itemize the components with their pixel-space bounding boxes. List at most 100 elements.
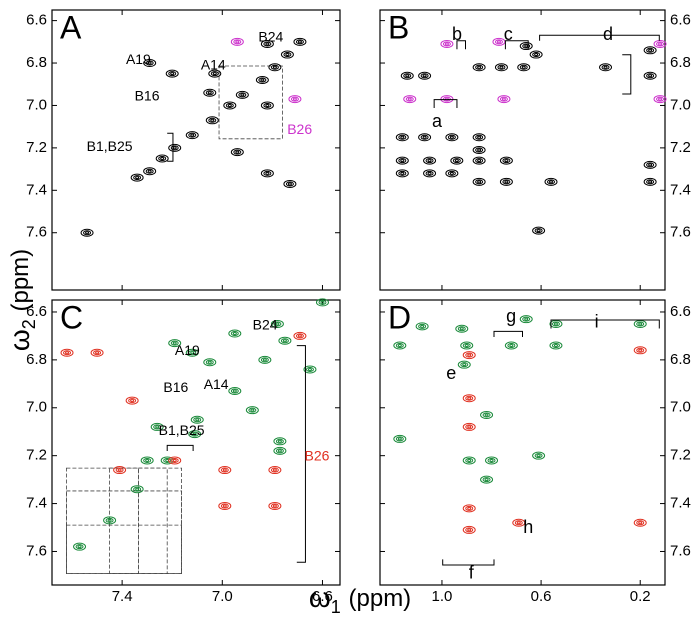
y-tick-label: 7.4 (26, 495, 47, 512)
contour (165, 69, 179, 78)
zoom-box (66, 467, 182, 574)
contour (522, 316, 531, 322)
contour (207, 360, 212, 364)
contour (551, 321, 560, 327)
contour (462, 456, 476, 465)
peak (143, 167, 157, 176)
peak (480, 475, 494, 484)
contour (653, 95, 667, 104)
contour (521, 65, 526, 69)
peak (130, 485, 144, 494)
contour (475, 64, 484, 70)
contour (638, 348, 643, 352)
contour (418, 133, 432, 142)
contour (260, 101, 274, 110)
contour (467, 396, 472, 400)
contour (275, 322, 280, 326)
peak (653, 95, 667, 104)
plot-frame (379, 299, 666, 586)
panel-label: D (388, 299, 411, 335)
annotation: A14 (204, 376, 229, 392)
contour (190, 431, 199, 437)
contour (105, 517, 114, 523)
contour (272, 504, 277, 508)
contour (460, 341, 474, 350)
contour (268, 466, 282, 475)
contour (170, 145, 179, 151)
contour (85, 231, 90, 235)
contour (648, 74, 653, 78)
annotation: A14 (201, 57, 226, 73)
contour (297, 334, 302, 338)
y-unit: (ppm) (7, 249, 34, 312)
y-tick-label: 7.0 (26, 96, 47, 113)
contour (405, 96, 414, 102)
contour (205, 116, 219, 125)
contour (205, 359, 214, 365)
contour (444, 42, 449, 46)
peak (185, 348, 199, 357)
peak (415, 322, 429, 331)
y-tick-label: 7.2 (670, 139, 691, 156)
contour (218, 466, 232, 475)
contour (278, 336, 292, 345)
contour (477, 148, 482, 152)
peak (270, 319, 284, 328)
contour (133, 175, 142, 181)
contour (415, 322, 429, 331)
bracket (550, 319, 660, 329)
contour (529, 50, 543, 59)
contour (442, 96, 451, 102)
contour (398, 134, 407, 140)
y-tick-label: 7.6 (670, 224, 691, 241)
contour (465, 352, 474, 358)
panel: 6.6 6.8 7.0 7.2 7.4 7.6 A19 A14 B16 B24 B1,B25 B26 A (26, 9, 341, 291)
contour (265, 103, 270, 107)
contour (475, 134, 484, 140)
annotation: B16 (135, 88, 160, 104)
contour (423, 169, 437, 178)
contour (398, 158, 407, 164)
peak (529, 50, 543, 59)
peak (273, 446, 287, 455)
contour (400, 159, 405, 163)
contour (504, 341, 518, 350)
panel-label: B (388, 9, 409, 45)
contour (168, 339, 182, 348)
contour (422, 74, 427, 78)
zoom-box (66, 524, 182, 575)
zoom-box (137, 467, 168, 574)
contour (75, 544, 84, 550)
contour (397, 344, 402, 348)
contour (172, 341, 177, 345)
peak (230, 148, 244, 157)
contour (462, 504, 476, 513)
peak (143, 59, 157, 68)
contour (125, 396, 139, 405)
y-tick-label: 6.6 (670, 303, 691, 320)
peak (218, 466, 232, 475)
contour (482, 477, 491, 483)
peak (455, 324, 469, 333)
contour (65, 351, 70, 355)
contour (420, 73, 429, 79)
contour (207, 91, 212, 95)
contour (235, 40, 240, 44)
annotation: f (469, 562, 475, 582)
contour (536, 229, 541, 233)
contour (646, 162, 655, 168)
peak (472, 177, 486, 186)
y-tick-label: 6.8 (670, 351, 691, 368)
contour (320, 300, 325, 304)
contour (270, 64, 279, 70)
contour (185, 131, 199, 140)
peak (423, 169, 437, 178)
bracket (167, 132, 174, 162)
contour (452, 158, 461, 164)
peak (260, 101, 274, 110)
contour (208, 117, 217, 123)
contour (467, 458, 472, 462)
contour (230, 148, 244, 157)
contour (534, 453, 543, 459)
contour (258, 355, 272, 364)
